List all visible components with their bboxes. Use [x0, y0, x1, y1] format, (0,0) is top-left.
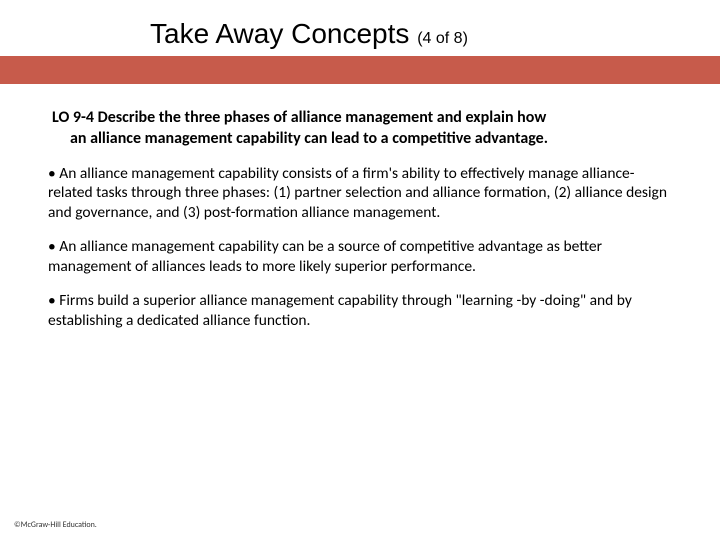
bullet-item: An alliance management capability can be… — [46, 237, 678, 277]
title-area: Take Away Concepts (4 of 8) — [0, 0, 720, 56]
bullet-item: Firms build a superior alliance manageme… — [46, 291, 678, 331]
accent-bar — [0, 56, 720, 84]
content-area: LO 9-4 Describe the three phases of alli… — [0, 84, 720, 330]
learning-objective-heading: LO 9-4 Describe the three phases of alli… — [46, 108, 678, 150]
slide-subtitle: (4 of 8) — [417, 30, 468, 47]
copyright-text: ©McGraw-Hill Education. — [14, 520, 97, 530]
bullet-item: An alliance management capability consis… — [46, 164, 678, 223]
lo-line2: an alliance management capability can le… — [52, 129, 678, 150]
slide-title: Take Away Concepts — [150, 18, 417, 49]
lo-line1: LO 9-4 Describe the three phases of alli… — [52, 108, 546, 127]
slide: Take Away Concepts (4 of 8) LO 9-4 Descr… — [0, 0, 720, 540]
